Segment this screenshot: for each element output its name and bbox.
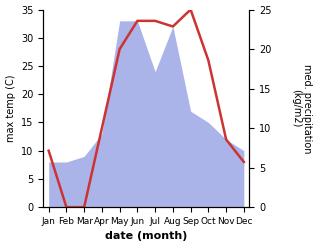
Y-axis label: med. precipitation
(kg/m2): med. precipitation (kg/m2) — [291, 64, 313, 153]
X-axis label: date (month): date (month) — [105, 231, 187, 242]
Y-axis label: max temp (C): max temp (C) — [5, 75, 16, 142]
